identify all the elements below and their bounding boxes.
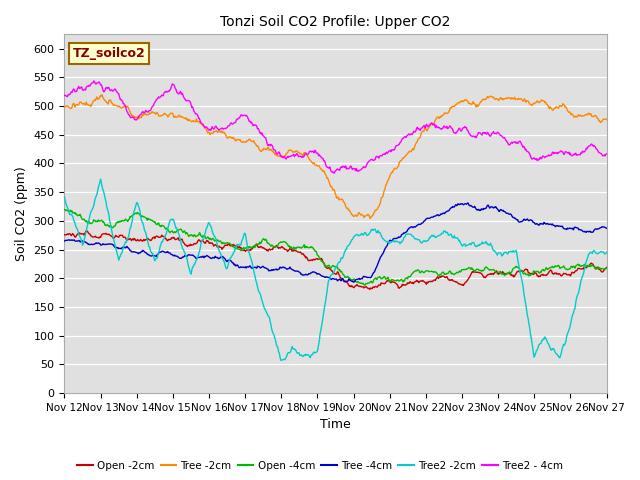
Title: Tonzi Soil CO2 Profile: Upper CO2: Tonzi Soil CO2 Profile: Upper CO2 (220, 15, 451, 29)
Y-axis label: Soil CO2 (ppm): Soil CO2 (ppm) (15, 167, 28, 261)
Text: TZ_soilco2: TZ_soilco2 (72, 47, 145, 60)
Legend: Open -2cm, Tree -2cm, Open -4cm, Tree -4cm, Tree2 -2cm, Tree2 - 4cm: Open -2cm, Tree -2cm, Open -4cm, Tree -4… (73, 456, 567, 475)
X-axis label: Time: Time (320, 419, 351, 432)
